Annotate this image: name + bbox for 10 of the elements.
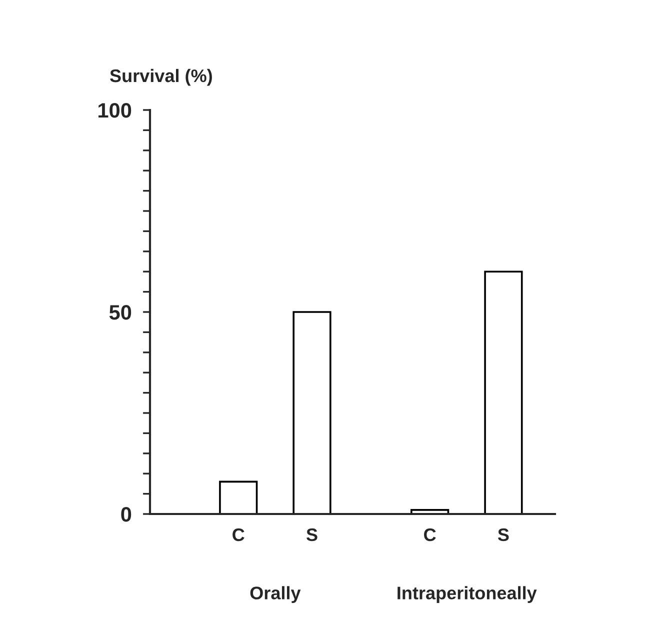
- y-tick-label: 50: [109, 305, 132, 320]
- text: Orally: [250, 586, 301, 603]
- x-tick-label: S: [498, 528, 509, 542]
- x-tick-label: C: [424, 528, 436, 542]
- x-tick-label: S: [306, 528, 318, 542]
- x-tick-label: C: [232, 528, 244, 542]
- y-tick-label: 100: [98, 103, 132, 118]
- y-axis-title: Survival (%): [110, 68, 212, 86]
- text: Intraperitoneally: [398, 586, 537, 603]
- y-tick-label: 0: [121, 507, 132, 522]
